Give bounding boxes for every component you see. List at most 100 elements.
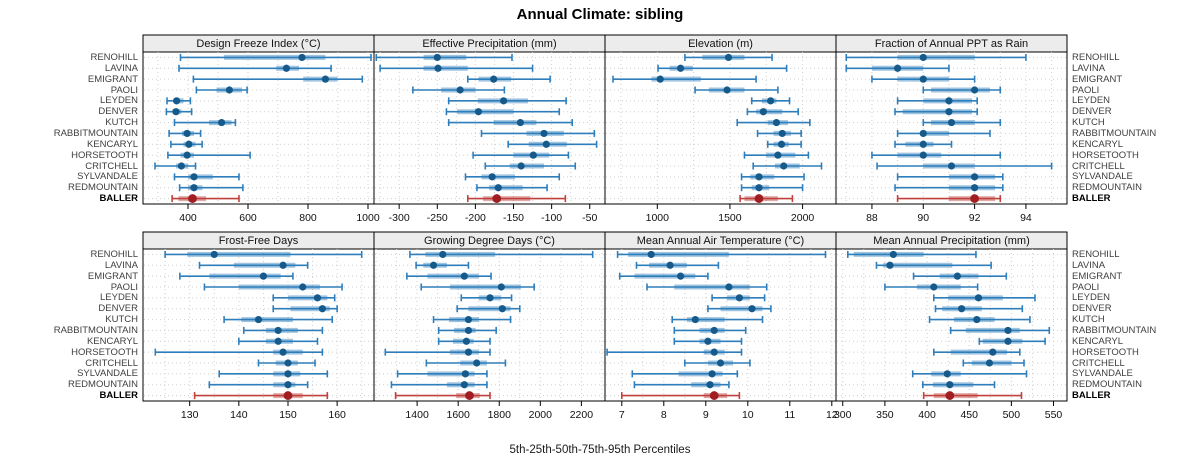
interval-kencaryl <box>894 140 953 148</box>
axis-tick-label: 600 <box>239 212 257 224</box>
median-dot <box>710 348 718 356</box>
panel-frame <box>835 51 1068 205</box>
site-label-left-redmountain: REDMOUNTAIN <box>67 182 138 194</box>
median-dot <box>759 108 767 116</box>
median-dot <box>1004 326 1012 335</box>
interval-lavina <box>415 261 470 269</box>
axis-ticks <box>621 401 833 406</box>
interval-renohill <box>847 250 977 259</box>
interval-redmountain <box>178 184 244 192</box>
interval-sylvandale <box>218 370 329 378</box>
interval-lavina <box>178 64 332 72</box>
interval-rabbitmountain <box>242 326 324 335</box>
interval-kencaryl <box>507 140 598 148</box>
interval-kencaryl <box>437 337 491 345</box>
median-dot <box>494 184 502 192</box>
interval-rabbitmountain <box>673 326 747 335</box>
median-dot <box>172 108 180 116</box>
median-dot <box>723 86 731 94</box>
median-dot <box>919 140 927 148</box>
site-label-right-baller: BALLER <box>1072 193 1111 205</box>
median-dot <box>970 194 979 203</box>
interval-kutch <box>447 118 574 127</box>
median-dot <box>173 97 181 105</box>
axis-tick-label: 500 <box>1002 409 1021 421</box>
median-dot <box>772 118 781 127</box>
median-dot <box>724 53 733 62</box>
interval-leyden <box>447 97 567 105</box>
interval-emigrant <box>406 272 492 280</box>
interval-rabbitmountain <box>437 326 497 335</box>
site-label-left-denver: DENVER <box>98 303 138 315</box>
median-dot <box>498 305 506 313</box>
interval-renohill <box>375 53 513 62</box>
interval-baller <box>620 391 741 400</box>
interval-sylvandale <box>896 173 1004 181</box>
median-dot <box>708 370 716 378</box>
interval-critchell <box>257 359 316 367</box>
interval-paoli <box>694 86 779 94</box>
interval-denver <box>934 305 1024 313</box>
panel-title: Growing Degree Days (°C) <box>424 234 555 247</box>
site-label-left-rabbitmountain: RABBITMOUNTAIN <box>53 127 138 139</box>
median-dot <box>971 86 979 94</box>
interval-baller <box>394 391 491 400</box>
axis-tick-label: 450 <box>960 409 978 421</box>
median-dot <box>647 250 655 259</box>
median-dot <box>755 173 763 181</box>
axis-tick-label: 130 <box>180 409 199 421</box>
interval-baller <box>922 391 1023 400</box>
median-dot <box>434 64 442 72</box>
median-dot <box>473 359 481 367</box>
gridlines <box>157 52 369 204</box>
panel-title: Effective Precipitation (mm) <box>422 37 557 50</box>
interval-leyden <box>460 294 513 302</box>
interval-critchell <box>683 359 751 367</box>
interval-paoli <box>412 86 506 94</box>
median-dot <box>919 129 927 138</box>
site-label-left-lavina: LAVINA <box>104 62 138 74</box>
interval-emigrant <box>912 272 1008 280</box>
median-dot <box>225 86 233 94</box>
site-label-right-denver: DENVER <box>1072 303 1112 315</box>
panel-frame <box>835 248 1068 402</box>
axis-tick-label: 140 <box>230 409 248 421</box>
site-label-left-horsetooth: HORSETOOTH <box>71 346 138 358</box>
median-dot <box>464 348 473 356</box>
axis-tick-label: -150 <box>502 212 525 224</box>
site-label-left-emigrant: EMIGRANT <box>87 270 138 282</box>
interval-redmountain <box>208 381 309 389</box>
median-dot <box>497 283 505 291</box>
median-dot <box>177 162 185 170</box>
site-label-left-baller: BALLER <box>99 390 138 402</box>
site-label-right-kutch: KUTCH <box>1072 117 1105 129</box>
site-label-left-kutch: KUTCH <box>105 117 138 129</box>
panel-title: Mean Annual Air Temperature (°C) <box>636 234 805 247</box>
median-dot <box>919 151 927 159</box>
median-dot <box>725 283 733 291</box>
site-label-left-renohill: RENOHILL <box>90 51 138 63</box>
axis-tick-label: -200 <box>464 212 486 224</box>
median-dot <box>183 151 191 159</box>
interval-kutch <box>736 118 811 127</box>
median-dot <box>284 359 292 367</box>
median-dot <box>185 140 193 148</box>
site-label-right-sylvandale: SYLVANDALE <box>1072 368 1133 380</box>
median-dot <box>464 315 473 324</box>
interval-leyden <box>272 294 336 302</box>
interval-renohill <box>164 250 363 259</box>
median-dot <box>321 75 329 83</box>
panel-frame <box>142 51 375 205</box>
median-dot <box>542 140 550 148</box>
median-dot <box>780 162 788 170</box>
axis-tick-label: 1500 <box>718 212 742 224</box>
interval-redmountain <box>476 184 548 192</box>
median-dot <box>500 97 508 105</box>
interval-lavina <box>845 64 950 72</box>
interval-redmountain <box>894 184 1004 192</box>
panel-frame <box>604 51 837 205</box>
site-label-left-redmountain: REDMOUNTAIN <box>67 379 138 391</box>
interval-horsetooth <box>154 348 324 356</box>
panel-title: Frost-Free Days <box>218 234 299 247</box>
